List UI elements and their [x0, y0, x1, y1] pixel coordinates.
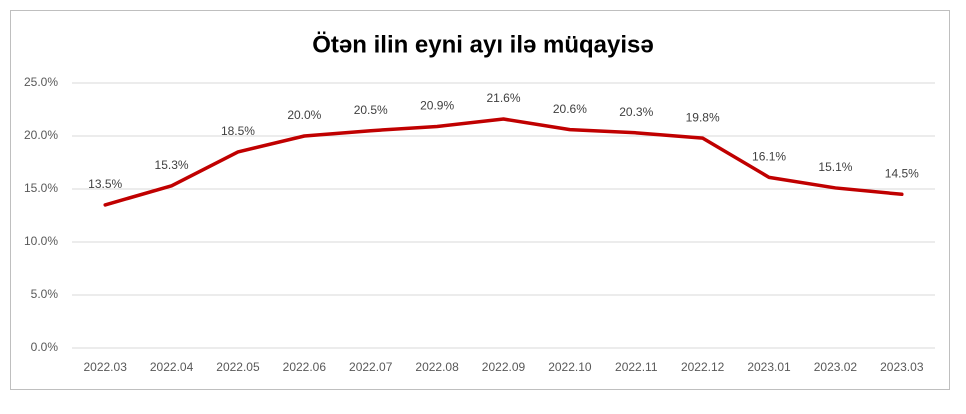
data-label: 20.0% [287, 108, 321, 122]
data-label: 20.6% [553, 102, 587, 116]
y-tick-label: 20.0% [24, 128, 58, 142]
data-label: 16.1% [752, 150, 786, 164]
x-tick-label: 2022.04 [150, 360, 194, 374]
data-label: 14.5% [885, 166, 919, 180]
x-tick-label: 2023.02 [814, 360, 858, 374]
data-line [103, 117, 904, 207]
x-tick-label: 2022.11 [615, 360, 658, 374]
data-label: 20.3% [619, 105, 653, 119]
data-label: 15.1% [818, 160, 852, 174]
data-label: 19.8% [686, 110, 720, 124]
data-label: 20.9% [420, 99, 454, 113]
x-tick-label: 2023.03 [880, 360, 924, 374]
x-tick-label: 2022.09 [482, 360, 526, 374]
x-tick-label: 2022.08 [415, 360, 459, 374]
data-label: 21.6% [486, 91, 520, 105]
x-tick-label: 2022.12 [681, 360, 725, 374]
y-tick-label: 25.0% [24, 75, 58, 89]
y-tick-label: 15.0% [24, 181, 58, 195]
x-tick-label: 2023.01 [747, 360, 791, 374]
data-label: 20.5% [354, 103, 388, 117]
chart-border [10, 10, 950, 390]
y-tick-label: 5.0% [31, 287, 59, 301]
x-tick-label: 2022.07 [349, 360, 393, 374]
y-tick-label: 0.0% [31, 340, 59, 354]
y-tick-label: 10.0% [24, 234, 58, 248]
x-tick-label: 2022.06 [283, 360, 327, 374]
x-tick-label: 2022.10 [548, 360, 592, 374]
data-label: 13.5% [88, 177, 122, 191]
data-label: 15.3% [155, 158, 189, 172]
chart-title: Ötən ilin eyni ayı ilə müqayisə [312, 31, 653, 58]
x-tick-label: 2022.03 [83, 360, 127, 374]
x-tick-label: 2022.05 [216, 360, 260, 374]
data-label: 18.5% [221, 124, 255, 138]
